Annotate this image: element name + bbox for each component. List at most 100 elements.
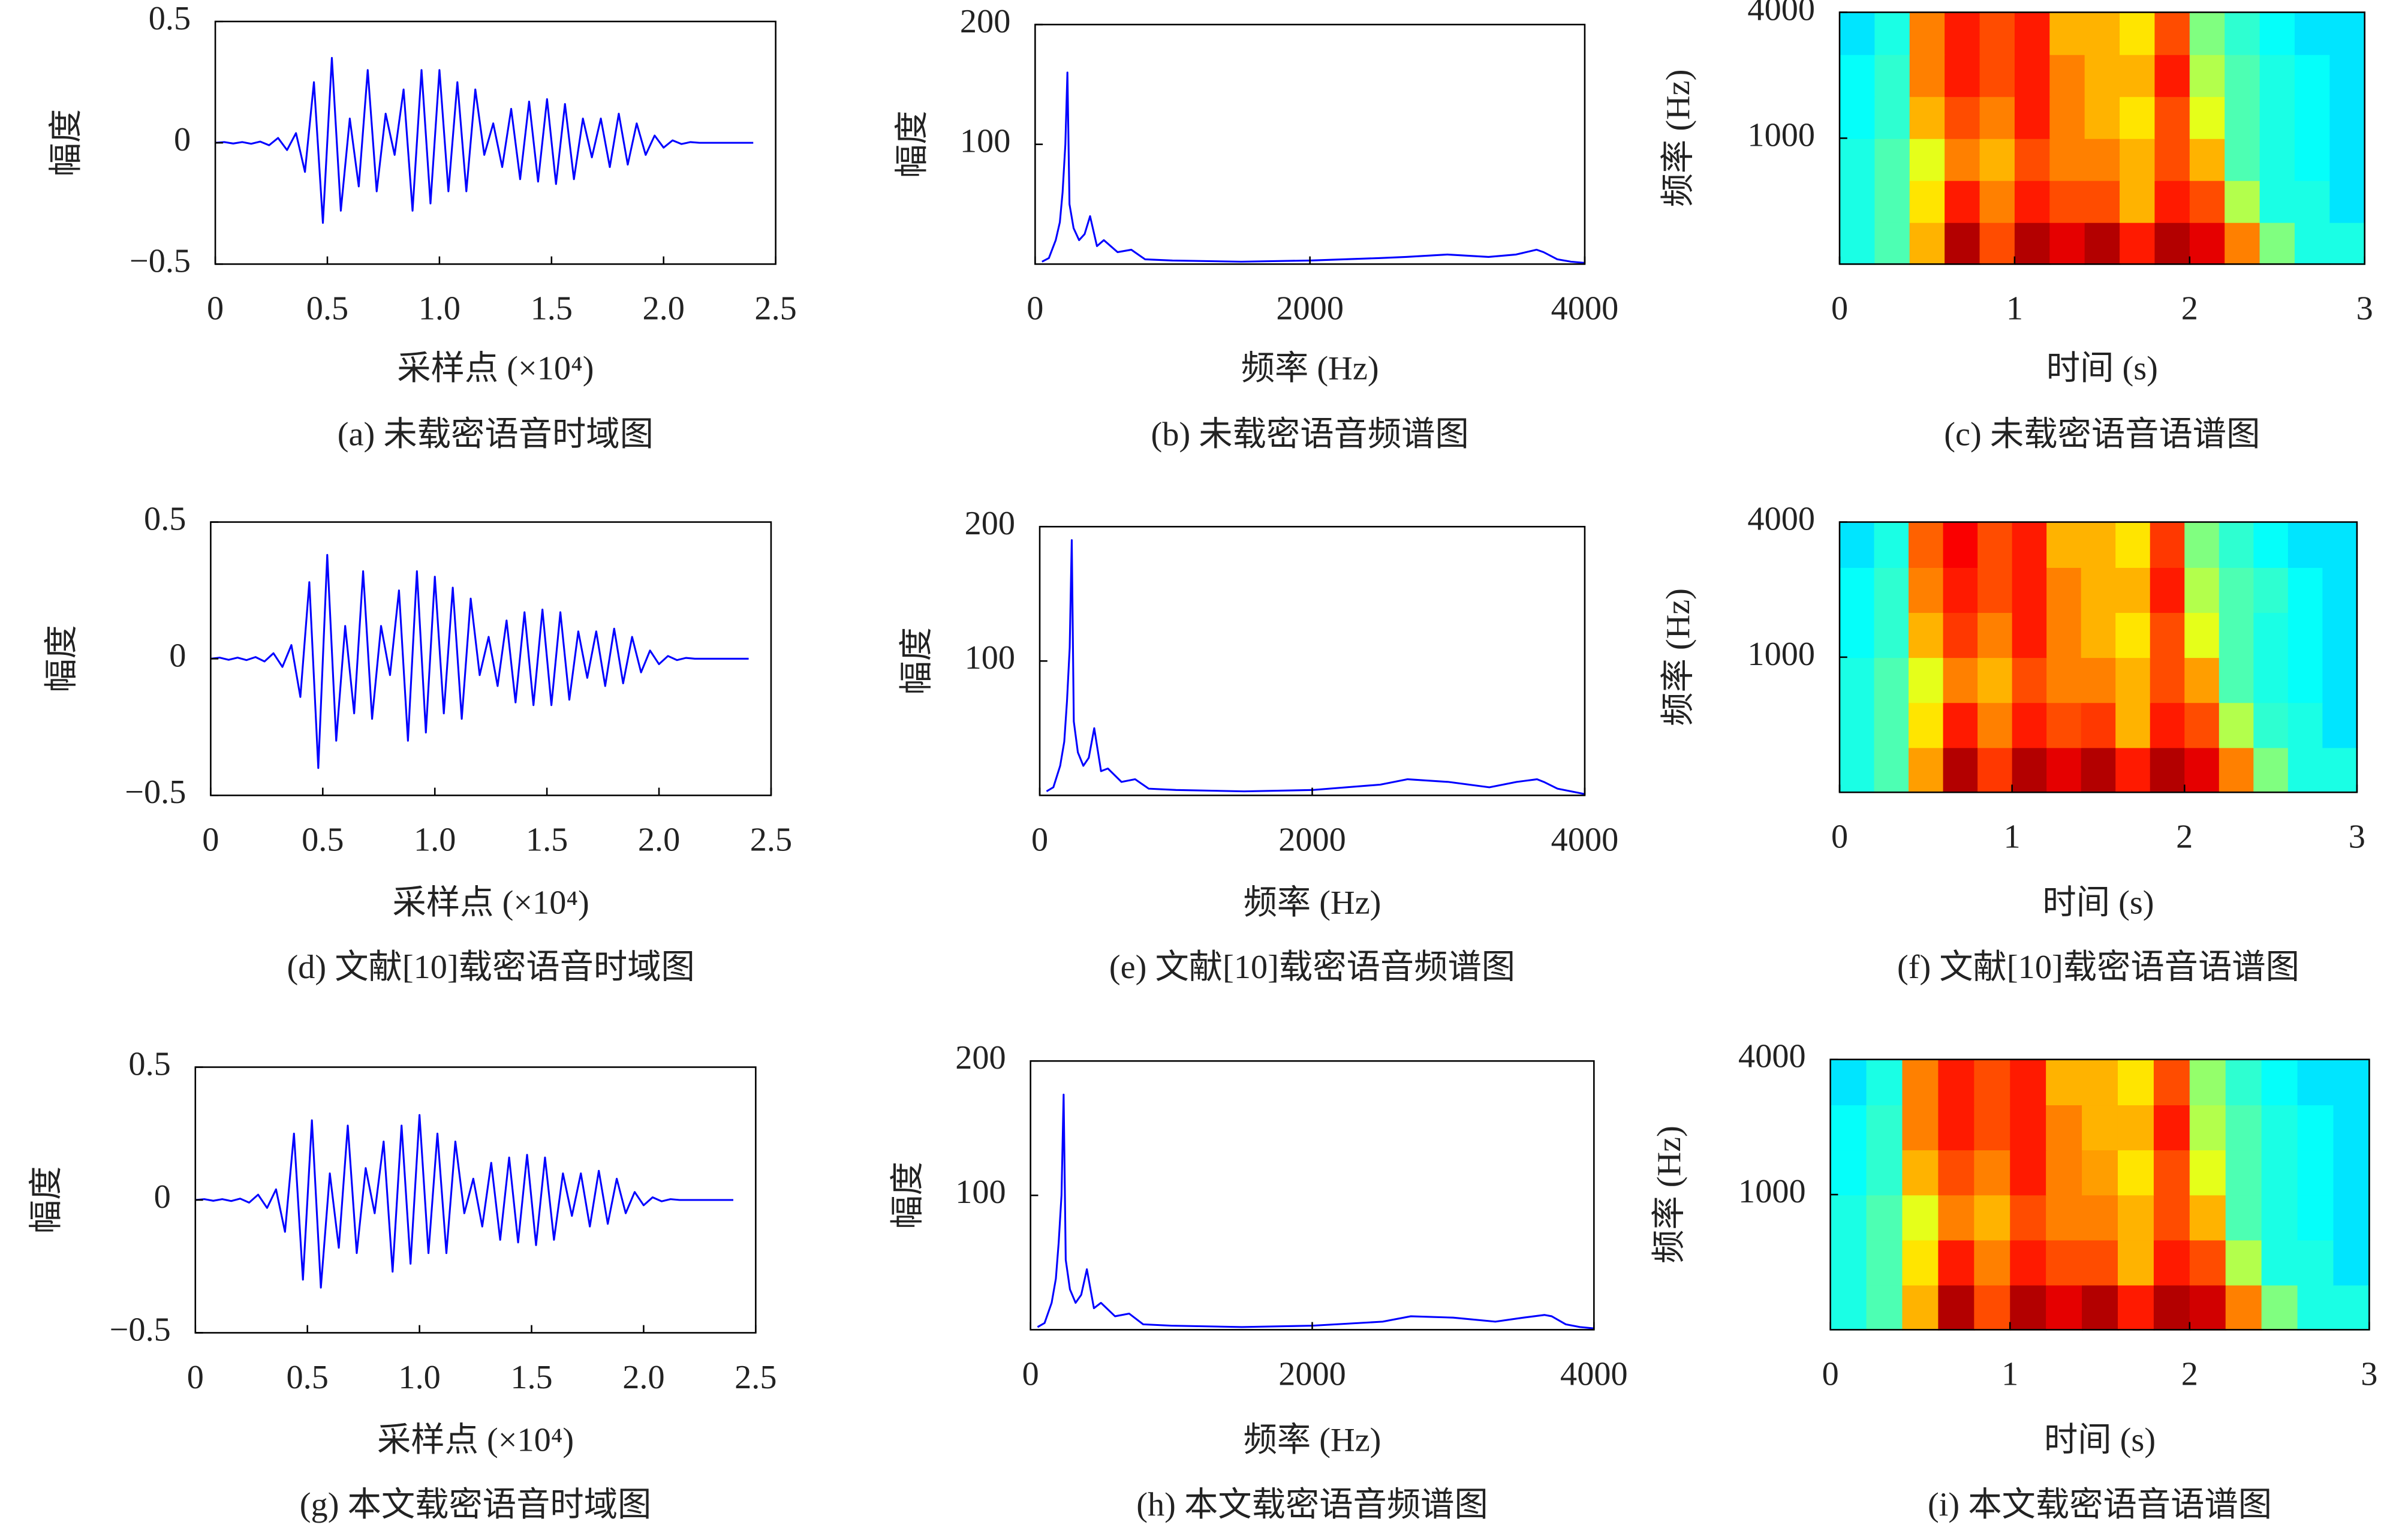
spectrogram-cell	[2261, 1195, 2298, 1241]
spectrogram-cell	[1974, 1285, 2011, 1331]
spectrogram-cell	[1830, 1195, 1867, 1241]
spectrogram-cell	[2153, 1240, 2191, 1286]
x-tick-label: 3	[2356, 290, 2373, 327]
spectrogram-cell	[2225, 12, 2260, 55]
spectrogram-cell	[1979, 96, 2016, 139]
spectrogram-cell	[2322, 567, 2358, 613]
spectrogram-cell	[2120, 222, 2156, 265]
spectrogram-cell	[1909, 522, 1944, 568]
y-tick-label: 1000	[1738, 1173, 1806, 1210]
spectrogram-cell	[2259, 222, 2296, 265]
spectrogram-cell	[2329, 138, 2365, 181]
spectrogram-cell	[2154, 180, 2191, 223]
spectrogram-cell	[2012, 702, 2048, 748]
spectrogram-cell	[2014, 138, 2051, 181]
x-tick-label: 1.5	[526, 822, 568, 859]
spectrogram-cell	[2120, 138, 2156, 181]
spectrogram-cell	[2329, 54, 2365, 97]
spectrogram-cell	[2117, 1285, 2155, 1331]
spectrogram-cell	[2261, 1240, 2298, 1286]
x-tick-label: 1	[2006, 290, 2023, 327]
spectrogram-cell	[1979, 180, 2016, 223]
spectrogram-cell	[2219, 612, 2255, 658]
spectrogram-cell	[2322, 747, 2358, 793]
spectrogram-cell	[2219, 702, 2255, 748]
spectrogram-cell	[2150, 657, 2186, 703]
spectrogram-cell	[1866, 1104, 1903, 1151]
y-axis-label: 幅度	[898, 627, 935, 695]
spectrogram-cell	[1830, 1059, 1867, 1106]
x-tick-label: 0	[187, 1359, 204, 1396]
spectrogram-cell	[2189, 1059, 2226, 1106]
x-tick-label: 2	[2181, 290, 2198, 327]
spectrogram-cell	[2297, 1059, 2334, 1106]
y-tick-label: 200	[955, 1039, 1006, 1076]
spectrogram-cell	[2333, 1104, 2370, 1151]
x-tick-label: 4000	[1560, 1356, 1628, 1393]
signal-line	[195, 1114, 733, 1289]
spectrogram-cell	[2153, 1285, 2191, 1331]
spectrogram-cell	[2287, 747, 2323, 793]
spectrogram-cell	[2117, 1104, 2155, 1151]
spectrogram-cell	[1977, 612, 2013, 658]
spectrogram-cell	[2225, 1104, 2262, 1151]
spectrogram-cell	[2117, 1059, 2155, 1106]
spectrogram-cell	[2153, 1195, 2191, 1241]
spectrogram-cell	[2189, 54, 2226, 97]
signal-line	[1046, 539, 1585, 795]
spectrogram-cell	[1830, 1104, 1867, 1151]
spectrogram-cell	[1874, 222, 1911, 265]
spectrogram-cell	[1840, 222, 1876, 265]
x-tick-label: 0.5	[302, 822, 344, 859]
spectrogram-cell	[1909, 96, 1946, 139]
spectrogram-cell	[2259, 12, 2296, 55]
spectrogram-cell	[2261, 1149, 2298, 1196]
spectrogram-cell	[2014, 12, 2051, 55]
x-tick-label: 0.5	[306, 290, 348, 327]
spectrogram-cell	[2120, 180, 2156, 223]
spectrogram-cell	[1830, 1240, 1867, 1286]
spectrogram-cell	[1902, 1285, 1939, 1331]
spectrogram-cell	[1979, 12, 2016, 55]
spectrogram-cell	[2253, 522, 2289, 568]
spectrogram-cell	[2225, 138, 2260, 181]
x-axis-label: 采样点 (×10⁴)	[397, 350, 594, 387]
spectrogram-cell	[2333, 1285, 2370, 1331]
spectrogram-cell	[2154, 96, 2191, 139]
spectrogram-cell	[1902, 1240, 1939, 1286]
spectrogram-cell	[1943, 657, 1979, 703]
x-tick-label: 1.0	[398, 1359, 440, 1396]
spectrogram-cell	[2184, 567, 2220, 613]
spectrogram-cell	[2046, 1195, 2083, 1241]
spectrogram-cell	[2154, 54, 2191, 97]
spectrogram-cell	[2189, 1104, 2226, 1151]
spectrogram-cell	[2189, 138, 2226, 181]
y-tick-label: 4000	[1747, 0, 1815, 28]
spectrogram-cell	[1945, 138, 1980, 181]
spectrogram-cell	[1943, 612, 1979, 658]
spectrogram-cell	[1943, 702, 1979, 748]
y-tick-label: 200	[960, 3, 1010, 40]
spectrogram-cell	[2012, 612, 2048, 658]
spectrogram-cell	[1979, 54, 2016, 97]
x-tick-label: 2.0	[622, 1359, 664, 1396]
spectrogram-cell	[1943, 522, 1979, 568]
spectrogram-cell	[2225, 180, 2260, 223]
spectrogram-cell	[1938, 1285, 1975, 1331]
spectrogram-cell	[2297, 1195, 2334, 1241]
spectrogram-cell	[2010, 1149, 2047, 1196]
spectrogram-cell	[1874, 702, 1910, 748]
spectrogram-cell	[1874, 522, 1910, 568]
spectrogram-cell	[2115, 702, 2151, 748]
spectrogram-cell	[2150, 612, 2186, 658]
spectrogram-cell	[2010, 1285, 2047, 1331]
spectrogram-cell	[1874, 657, 1910, 703]
spectrogram-cell	[2294, 12, 2331, 55]
spectrogram-cell	[2046, 657, 2082, 703]
spectrogram-cell	[1938, 1059, 1975, 1106]
spectrogram-cell	[1874, 747, 1910, 793]
spectrogram-cell	[2046, 747, 2082, 793]
x-tick-label: 1	[2004, 818, 2021, 855]
spectrogram-cell	[2049, 138, 2085, 181]
